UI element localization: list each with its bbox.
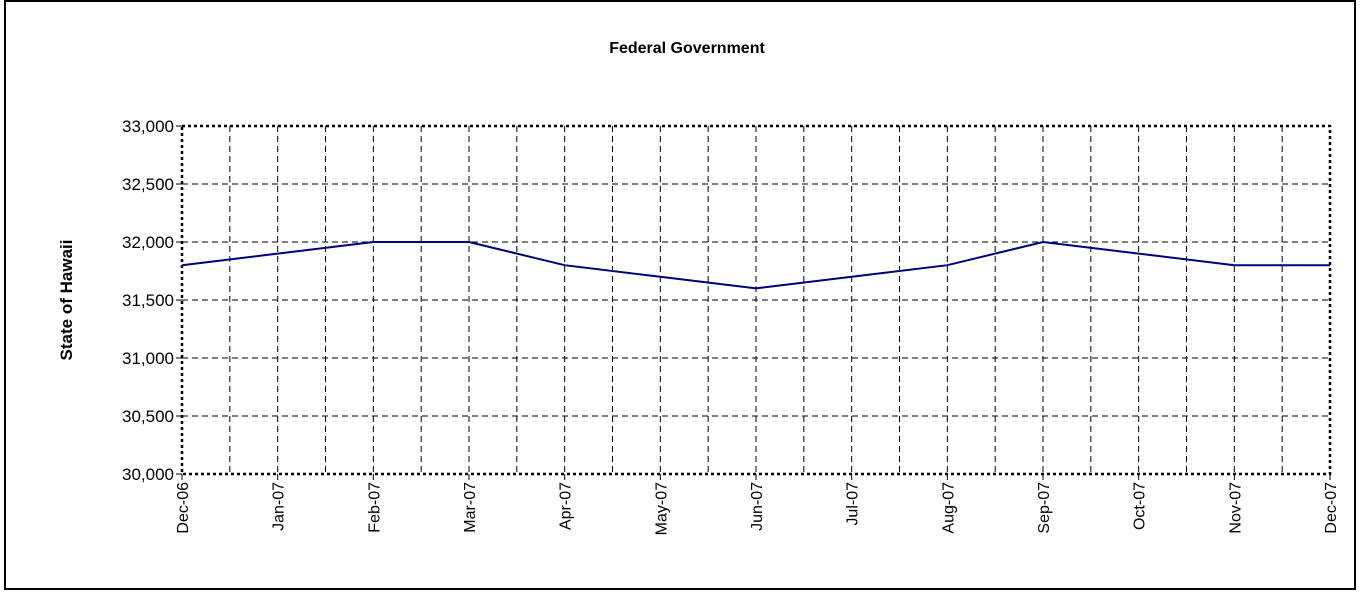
x-tick-label: May-07 <box>653 482 670 535</box>
y-tick-label: 32,000 <box>122 233 174 252</box>
series-line <box>181 240 1330 290</box>
x-tick-label: Feb-07 <box>366 482 383 533</box>
x-tick-label: Dec-07 <box>1323 482 1340 534</box>
y-tick-label: 31,000 <box>122 349 174 368</box>
x-tick-label: Mar-07 <box>462 482 479 533</box>
x-tick-label: Jul-07 <box>845 482 862 526</box>
y-tick-label: 32,500 <box>122 175 174 194</box>
chart-svg: Federal Government State of Hawaii 30,00… <box>57 40 1340 535</box>
x-tick-label: Apr-07 <box>558 482 575 530</box>
x-tick-label: Aug-07 <box>940 482 957 534</box>
x-tick-label: Sep-07 <box>1036 482 1053 534</box>
y-axis-label: State of Hawaii <box>57 240 76 361</box>
x-tick-label: Jun-07 <box>749 482 766 531</box>
x-tick-label: Oct-07 <box>1132 482 1149 530</box>
x-axis-ticks: Dec-06 Jan-07 Feb-07 Mar-07 Apr-07 May-07 Jun-… <box>175 474 1340 535</box>
grid <box>182 126 1330 474</box>
y-axis-ticks: 30,000 30,500 31,000 31,500 32,000 32,500 33,0… <box>122 117 182 484</box>
y-tick-label: 33,000 <box>122 117 174 136</box>
y-tick-label: 30,000 <box>122 465 174 484</box>
y-tick-label: 31,500 <box>122 291 174 310</box>
x-tick-label: Nov-07 <box>1227 482 1244 534</box>
x-tick-label: Jan-07 <box>271 482 288 531</box>
chart-frame: Federal Government State of Hawaii 30,00… <box>4 0 1356 590</box>
y-tick-label: 30,500 <box>122 407 174 426</box>
x-tick-label: Dec-06 <box>175 482 192 534</box>
series-layer <box>181 240 1330 290</box>
chart-title: Federal Government <box>609 40 765 57</box>
